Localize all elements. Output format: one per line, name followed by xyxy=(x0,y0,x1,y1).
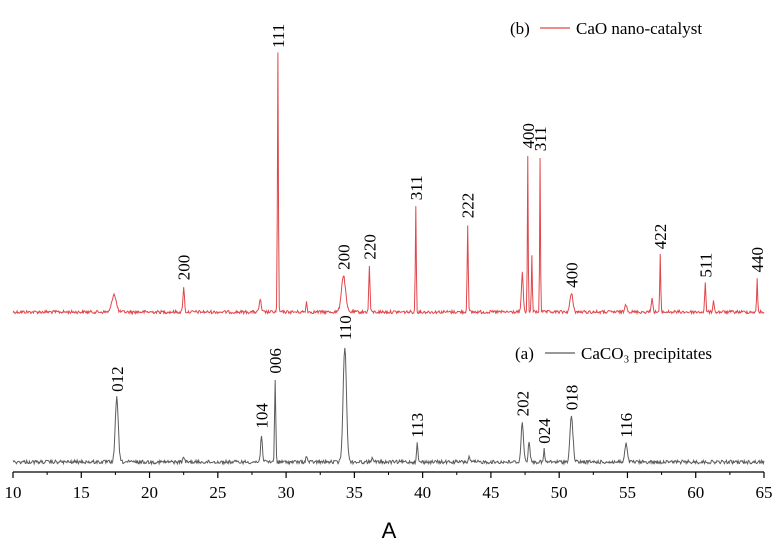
x-axis-title: A xyxy=(382,518,397,543)
peak-label: 220 xyxy=(360,234,379,260)
peak-label: 200 xyxy=(334,244,353,270)
peak-label: 400 xyxy=(563,262,582,288)
series-line-caco3 xyxy=(12,347,765,466)
peak-label: 440 xyxy=(748,247,767,273)
legend-prefix: (b) xyxy=(510,19,530,38)
peak-label: 110 xyxy=(336,315,355,340)
peak-label: 200 xyxy=(175,255,194,281)
legend-prefix: (a) xyxy=(515,344,534,363)
peak-label: 104 xyxy=(253,403,272,429)
peak-label: 111 xyxy=(269,24,288,48)
x-tick-label: 30 xyxy=(278,483,295,502)
peak-label: 116 xyxy=(617,413,636,438)
legend-label: CaCO₃ precipitates xyxy=(581,344,712,363)
peak-label: 311 xyxy=(407,175,426,200)
peak-label: 024 xyxy=(535,418,554,444)
x-axis: 10 15 20 25 30 35 40 45 50 55 60 65 xyxy=(5,471,773,502)
series-layer xyxy=(12,52,765,466)
x-tick-label: 25 xyxy=(209,483,226,502)
x-tick-label: 10 xyxy=(5,483,22,502)
peak-label: 511 xyxy=(696,253,715,278)
peak-label: 202 xyxy=(513,391,532,417)
peak-label: 006 xyxy=(266,348,285,374)
x-tick-label: 50 xyxy=(551,483,568,502)
peak-label: 400 xyxy=(519,123,538,149)
x-tick-label: 35 xyxy=(346,483,363,502)
x-tick-label: 20 xyxy=(141,483,158,502)
peak-label: 018 xyxy=(563,385,582,411)
x-tick-label: 40 xyxy=(414,483,431,502)
x-tick-label: 45 xyxy=(482,483,499,502)
legend: (b) CaO nano-catalyst (a) CaCO₃ precipitate… xyxy=(510,19,712,363)
peak-label: 311 xyxy=(531,126,550,151)
peak-label: 113 xyxy=(408,413,427,438)
peak-label: 012 xyxy=(108,366,127,392)
legend-label: CaO nano-catalyst xyxy=(576,19,702,38)
x-tick-label: 60 xyxy=(687,483,704,502)
x-tick-label: 15 xyxy=(73,483,90,502)
peak-label: 422 xyxy=(651,224,670,250)
x-tick-label: 55 xyxy=(619,483,636,502)
peak-label: 222 xyxy=(459,193,478,219)
x-tick-label: 65 xyxy=(756,483,773,502)
series-line-cao xyxy=(12,52,765,316)
